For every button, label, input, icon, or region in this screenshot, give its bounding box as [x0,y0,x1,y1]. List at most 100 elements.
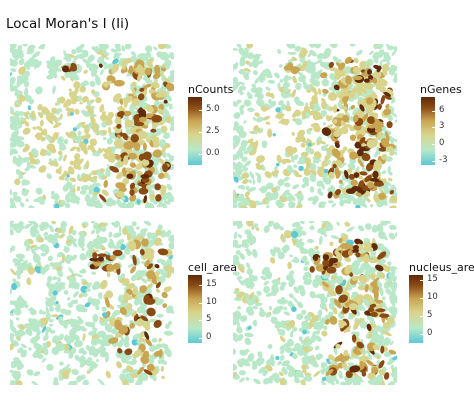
cell-shape [324,154,331,161]
cell-shape [62,56,71,60]
cell-shape [100,57,105,63]
cell-shape [285,92,293,98]
cell-shape [41,357,47,363]
cell-shape [259,127,263,133]
cell-shape [14,308,22,316]
cell-shape [290,154,295,163]
cell-shape [158,337,163,342]
cell-shape-high [342,94,349,103]
cell-shape-high [147,60,153,68]
cell-shape-high [376,131,383,140]
cell-shape [91,46,100,53]
cell-shape-high [389,189,395,195]
cell-shape [390,99,396,104]
cell-shape [124,355,131,362]
cell-shape [386,44,393,51]
cell-shape [23,323,32,329]
cell-shape-high [111,63,120,74]
cell-shape-high [154,237,162,246]
cell-shape [246,145,253,153]
cell-shape-high [382,91,391,97]
colorbar-tick-label: 0 [206,331,212,342]
cell-shape-high [146,363,155,372]
cell-shape [42,346,49,356]
cell-shape [19,323,25,330]
cell-shape [67,335,75,343]
cell-shape [393,47,397,52]
cell-shape [92,125,99,133]
cell-shape [252,319,257,326]
cell-shape-high [162,303,168,309]
cell-shape [237,185,243,189]
cell-shape [309,291,317,299]
colorbar-tick-mark [199,110,202,112]
cell-shape-high [129,162,137,168]
cell-shape-high [123,95,133,104]
cell-shape-high [155,92,166,98]
cell-shape [82,110,91,118]
cell-shape [143,221,152,226]
cell-shape [246,185,250,191]
cell-shape [24,121,30,127]
cell-shape-high [149,193,155,201]
cell-shape [46,74,54,80]
cell-shape [85,160,90,170]
cell-shape [40,349,45,354]
cell-shape [277,179,285,186]
cell-shape-high [365,82,374,90]
cell-shape [318,235,323,245]
cell-shape [92,238,99,247]
cell-shape [169,105,173,110]
cell-shape [287,320,296,328]
cell-shape [58,233,65,239]
cell-shape [241,141,247,146]
cell-shape-high [130,373,139,379]
cell-shape [69,160,75,166]
cell-shape [16,296,25,305]
cell-shape [52,380,60,385]
cell-shape-high [115,333,123,338]
cell-shape [28,60,35,67]
cell-shape [288,293,293,298]
cell-shape [244,337,252,346]
cell-shape [63,50,67,58]
cell-shape [255,162,261,168]
cell-shape-high [338,294,348,303]
colorbar-tick-mark [199,131,202,133]
cell-shape [255,155,266,163]
cell-shape [73,334,80,342]
cell-shape [15,161,21,167]
cell-shape-high [344,169,349,180]
cell-shape [385,156,393,162]
cell-shape-high [142,350,150,360]
cell-shape [233,77,236,85]
cell-shape-high [113,153,121,160]
cell-shape [376,270,381,280]
cell-shape [29,244,38,249]
cell-shape [314,151,322,159]
cell-shape [93,281,102,289]
cell-shape [162,132,170,138]
cell-shape [51,160,59,167]
cell-shape-hotspot [367,117,375,124]
cell-shape [357,197,364,202]
cell-shape [53,158,58,163]
cell-shape [312,330,316,339]
cell-shape [11,245,15,252]
cell-shape [135,380,141,385]
cell-shape-high [382,65,389,74]
cell-shape [30,248,37,256]
cell-shape [288,201,296,208]
cell-shape [289,44,296,49]
cell-shape-low [275,107,281,113]
cell-shape [67,302,74,308]
legend-title-cell-area: cell_area [188,261,237,274]
cell-shape [258,366,265,374]
cell-shape-high [143,369,153,376]
cell-shape [61,253,66,264]
cell-shape [279,335,286,343]
cell-shape-high [144,259,150,268]
cell-shape [10,130,19,139]
cell-shape [393,366,397,373]
cell-shape [305,63,312,73]
